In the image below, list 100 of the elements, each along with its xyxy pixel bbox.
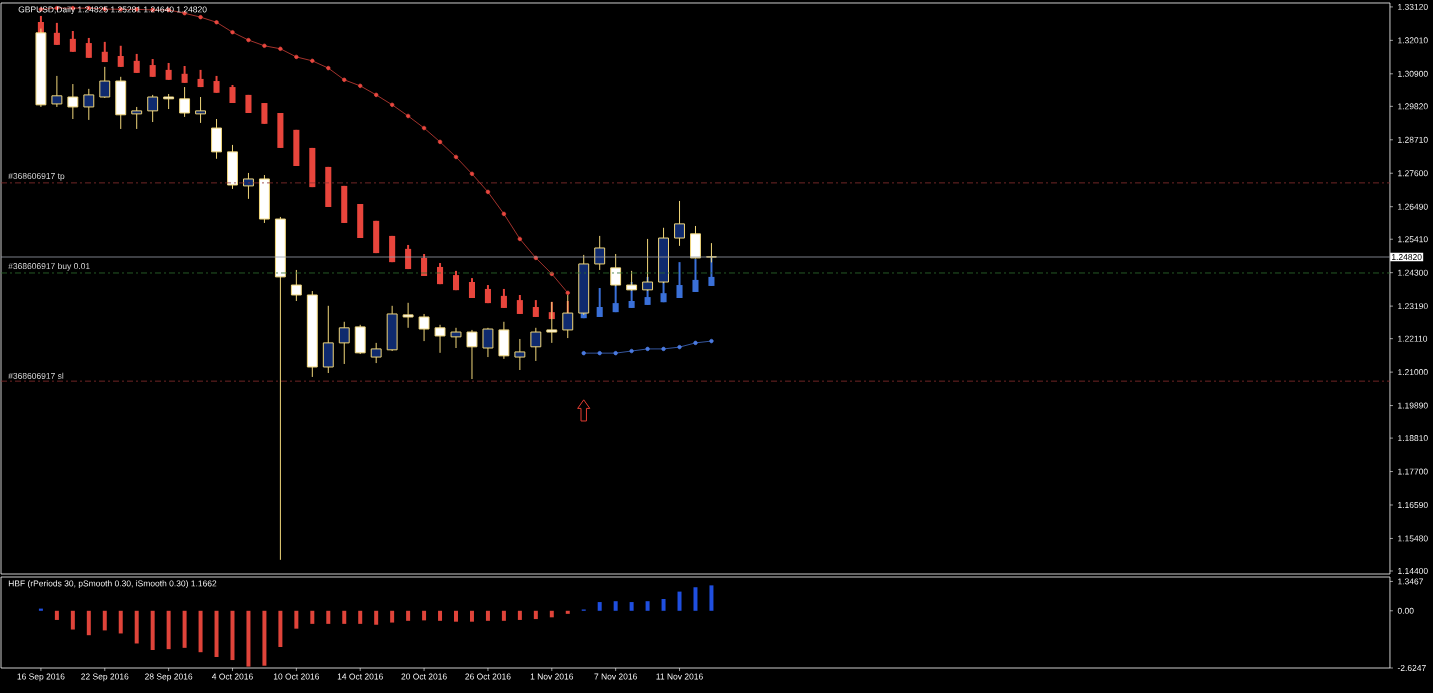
bar <box>358 610 363 624</box>
point <box>677 344 682 350</box>
candlestick <box>402 302 414 329</box>
bar <box>342 610 347 624</box>
y-tick-label: 1.27600 <box>1398 170 1428 177</box>
bar <box>390 610 395 623</box>
candlestick <box>516 293 523 315</box>
point <box>645 346 650 352</box>
x-tick-label: 7 Nov 2016 <box>594 673 637 680</box>
bar <box>278 610 283 647</box>
point <box>597 350 602 356</box>
point <box>389 102 395 107</box>
point <box>326 65 331 71</box>
candlestick <box>85 36 92 59</box>
bar <box>262 610 267 666</box>
bar <box>166 610 171 650</box>
candlestick <box>418 313 430 342</box>
bar <box>645 601 650 611</box>
point <box>342 77 347 82</box>
point <box>230 30 235 35</box>
ref-line-label: #368606917 tp <box>8 173 65 181</box>
candlestick <box>53 21 60 46</box>
point <box>517 236 523 242</box>
candlestick <box>69 30 76 53</box>
candlestick <box>370 342 382 364</box>
candlestick <box>83 88 95 121</box>
bar <box>102 610 107 631</box>
x-tick-label: 22 Sep 2016 <box>81 673 129 682</box>
y-tick-label: 1.3467 <box>1398 578 1423 585</box>
y-tick-label: 1.23190 <box>1398 303 1428 310</box>
point <box>501 211 507 217</box>
bar <box>198 610 203 653</box>
bar <box>597 602 602 611</box>
bar <box>182 610 187 648</box>
bar <box>214 610 219 657</box>
candlestick <box>466 329 478 380</box>
point <box>453 154 459 160</box>
point <box>405 113 411 119</box>
bar <box>326 610 331 624</box>
x-tick-label: 26 Oct 2016 <box>465 673 511 680</box>
bar <box>454 610 458 622</box>
bar <box>422 610 427 621</box>
y-tick-label: 1.14400 <box>1398 567 1428 574</box>
y-tick-label: 1.26490 <box>1398 203 1428 210</box>
point <box>629 348 634 354</box>
x-tick-label: 11 Nov 2016 <box>656 673 703 680</box>
candlestick <box>674 200 685 247</box>
bar <box>374 610 379 625</box>
x-tick-label: 1 Nov 2016 <box>530 673 574 680</box>
point <box>437 139 443 145</box>
bar <box>294 610 299 629</box>
candlestick <box>500 287 507 309</box>
candlestick <box>195 96 207 124</box>
bar <box>70 610 75 630</box>
candlestick <box>676 261 683 299</box>
candlestick <box>211 118 222 160</box>
point <box>661 346 666 352</box>
candlestick <box>147 94 159 123</box>
bar <box>134 610 139 644</box>
bar <box>565 610 570 614</box>
bar <box>150 610 155 651</box>
bar <box>310 610 315 624</box>
y-tick-label: 1.19890 <box>1398 402 1428 409</box>
y-tick-label: 1.16590 <box>1398 502 1428 508</box>
y-tick-label: 1.17700 <box>1398 468 1428 475</box>
bar <box>677 591 682 611</box>
point <box>421 125 427 131</box>
candlestick <box>450 327 462 349</box>
candlestick <box>261 102 268 125</box>
y-tick-label: 0.00 <box>1397 607 1414 614</box>
candlestick <box>514 338 526 371</box>
y-tick-label: 1.18810 <box>1398 435 1428 442</box>
y-tick-label: 1.21000 <box>1398 369 1428 376</box>
x-tick-label: 28 Sep 2016 <box>145 673 193 682</box>
candlestick <box>290 269 302 302</box>
candlestick <box>67 83 79 120</box>
bar <box>469 610 474 622</box>
bar <box>517 610 522 620</box>
y-tick-label: 1.25410 <box>1398 236 1428 243</box>
point <box>693 340 698 346</box>
candlestick <box>338 321 350 365</box>
y-tick-label: 1.29820 <box>1398 103 1428 110</box>
x-tick-label: 20 Oct 2016 <box>401 673 447 680</box>
candlestick <box>131 106 143 130</box>
point <box>278 46 283 51</box>
ref-line-label: #368606917 buy 0.01 <box>8 262 90 271</box>
y-tick-label: 1.33120 <box>1398 3 1428 10</box>
point <box>469 171 475 176</box>
point <box>613 350 618 356</box>
x-tick-label: 14 Oct 2016 <box>337 673 383 680</box>
y-tick-label: 1.24300 <box>1398 269 1428 276</box>
point <box>565 290 570 296</box>
point <box>294 54 299 60</box>
candlestick <box>692 258 699 293</box>
y-tick-label: 1.30900 <box>1398 70 1428 77</box>
point <box>262 43 267 48</box>
y-tick-label: -2.6247 <box>1397 665 1426 671</box>
candlestick <box>51 75 63 108</box>
candlestick <box>596 287 603 318</box>
point <box>198 15 203 20</box>
